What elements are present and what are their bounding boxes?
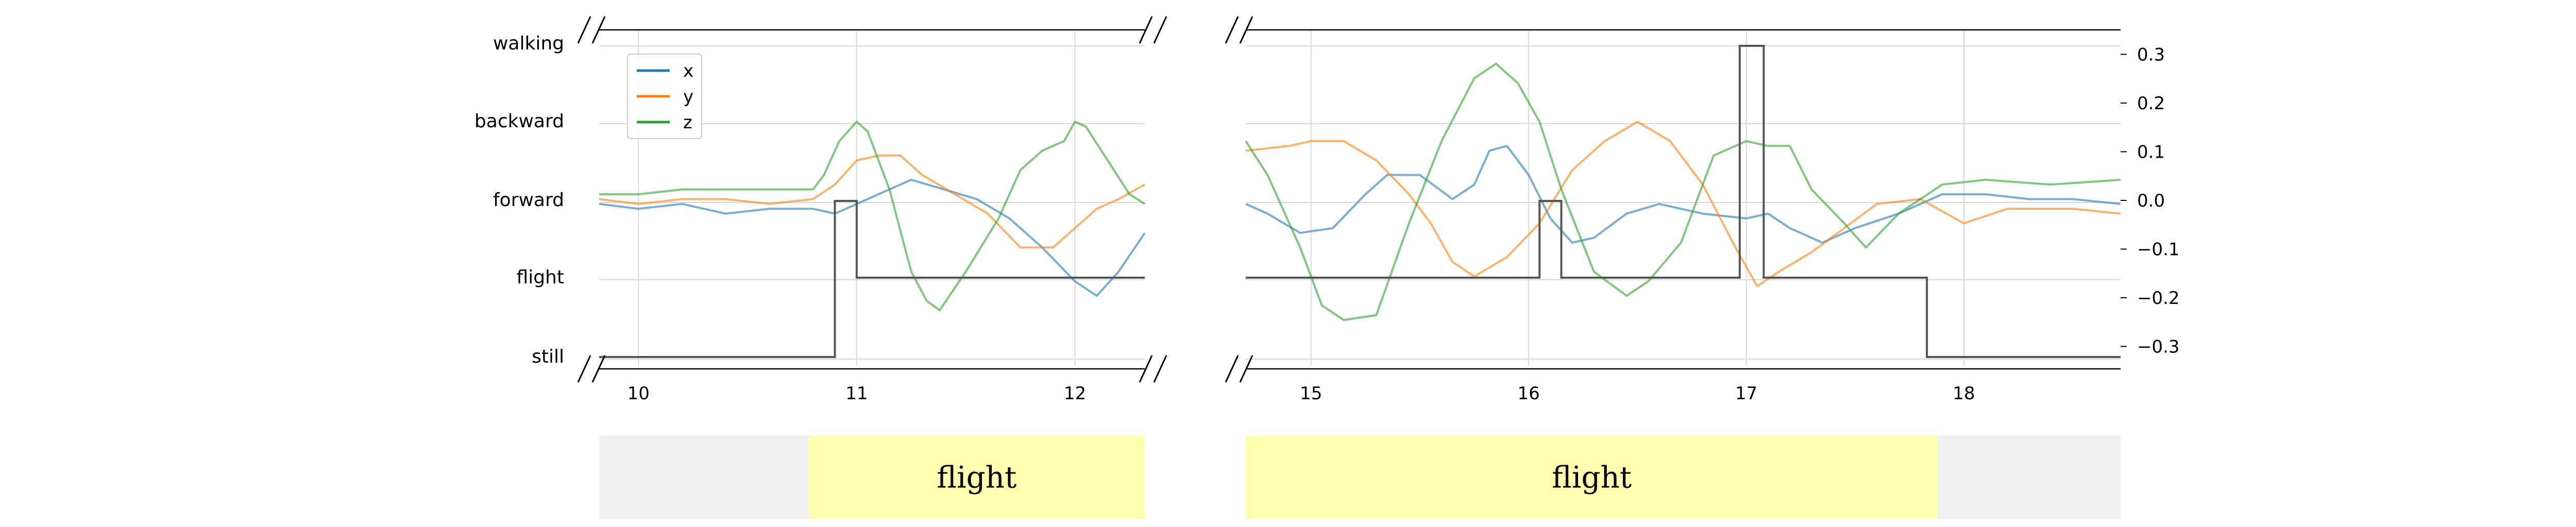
x-tick-label: 12: [1064, 383, 1086, 404]
right-tick-label: 0.1: [2137, 142, 2165, 163]
right-tick-label: 0.2: [2137, 93, 2165, 114]
series-line-y: [1245, 121, 2121, 287]
series-layer: [599, 62, 2121, 321]
grid-layer: [599, 31, 2121, 366]
legend-label-y: y: [683, 87, 693, 107]
series-line-x: [1245, 145, 2121, 244]
axis-break-marker: [1239, 16, 1253, 44]
right-tick-label: 0.3: [2137, 45, 2165, 65]
series-line-z: [1245, 62, 2121, 321]
state-layer: [599, 45, 2121, 358]
axis-break-marker: [1139, 16, 1153, 44]
category-label-backward: backward: [474, 111, 564, 132]
right-tick-label: −0.3: [2137, 337, 2180, 358]
axis-break-marker: [591, 355, 606, 383]
axis-break-marker: [1153, 16, 1167, 44]
x-tick-label: 11: [845, 383, 868, 404]
right-tick-label: −0.2: [2137, 288, 2180, 309]
axis-break-marker: [577, 355, 591, 383]
right-tick-label: −0.1: [2137, 240, 2180, 260]
x-tick-label: 10: [628, 383, 650, 404]
category-label-walking: walking: [493, 33, 564, 54]
axis-break-marker: [577, 16, 591, 44]
band-label: flight: [1552, 460, 1632, 495]
series-line-z: [599, 121, 1146, 312]
axis-break-marker: [1153, 355, 1167, 383]
category-label-forward: forward: [493, 190, 564, 211]
right-tick-label: 0.0: [2137, 191, 2165, 211]
category-label-flight: flight: [517, 267, 564, 288]
category-label-still: still: [532, 346, 564, 367]
state-step-line: [1246, 45, 2121, 358]
x-tick-label: 18: [1953, 383, 1975, 404]
legend-label-x: x: [683, 61, 693, 81]
flight-band: [1246, 435, 1938, 519]
series-line-y: [599, 155, 1145, 249]
legend: xyz: [627, 54, 702, 139]
axis-layer: [577, 16, 2127, 383]
state-step-line: [599, 200, 1145, 358]
series-line-x: [599, 179, 1146, 297]
legend-label-z: z: [683, 112, 692, 133]
axis-break-marker: [1139, 355, 1153, 383]
x-tick-label: 15: [1300, 383, 1322, 404]
x-tick-label: 17: [1735, 383, 1757, 404]
flight-band: [808, 435, 1145, 519]
axis-break-marker: [1239, 355, 1253, 383]
label-layer: 10 11 12 15 16 17 18 walking backward forward flig…: [474, 33, 2180, 404]
axis-break-marker: [1225, 16, 1239, 44]
axis-break-marker: [591, 16, 606, 44]
annotation-bands: flight flight: [599, 435, 2121, 519]
x-tick-label: 16: [1517, 383, 1539, 404]
axis-break-marker: [1225, 355, 1239, 383]
band-label: flight: [937, 460, 1016, 495]
